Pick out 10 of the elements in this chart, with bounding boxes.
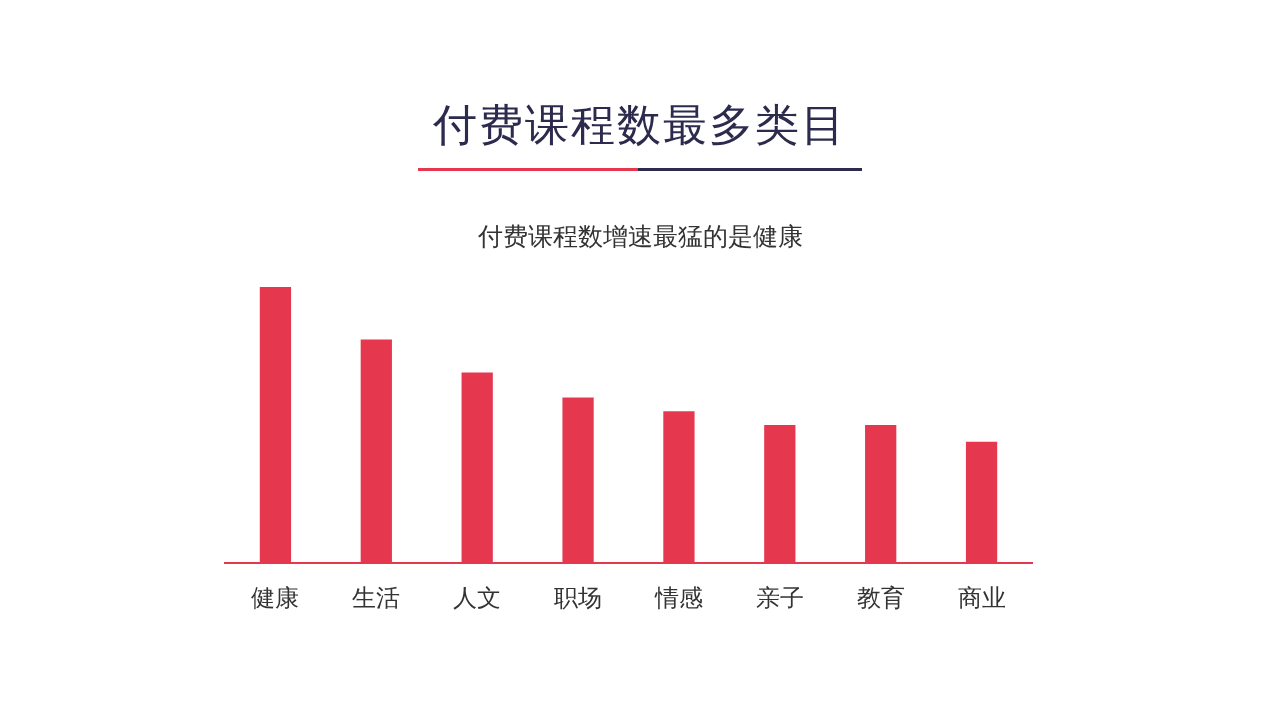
x-tick-label: 职场	[554, 583, 603, 612]
x-tick-label: 健康	[251, 583, 300, 612]
x-tick-label: 商业	[957, 583, 1006, 612]
x-tick-label: 情感	[653, 583, 703, 612]
chart-title: 付费课程数最多类目	[432, 98, 848, 152]
chart-subtitle: 付费课程数增速最猛的是健康	[476, 221, 804, 253]
x-tick-label: 生活	[352, 583, 401, 612]
x-tick-label: 教育	[856, 583, 905, 612]
x-tick-label: 亲子	[755, 583, 804, 612]
x-tick-label: 人文	[453, 583, 502, 612]
